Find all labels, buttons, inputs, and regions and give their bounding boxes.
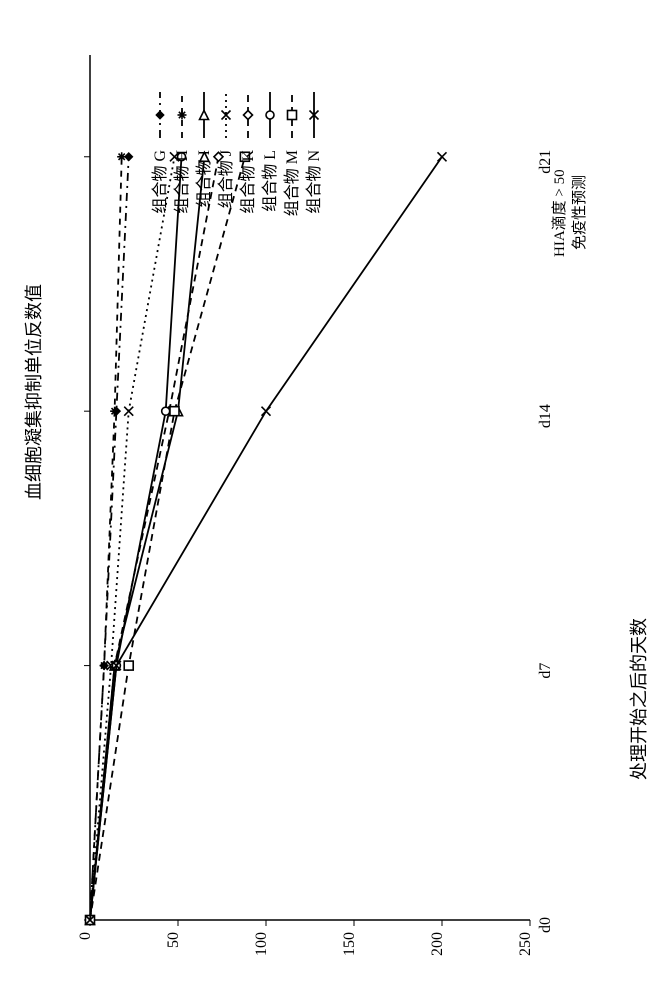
series-line [90,157,204,920]
day-tick-label: d14 [537,404,554,428]
series-line [90,157,182,920]
legend-label: 组合物 J [217,150,235,208]
series-line [90,157,219,920]
value-tick-label: 200 [429,932,446,956]
value-tick-label: 100 [253,932,270,956]
day-tick-label: d0 [537,917,554,933]
series-3 [86,152,179,924]
day-tick-label: d7 [537,663,554,679]
x-axis-title: 处理开始之后的天数 [625,618,651,780]
legend-label: 组合物 H [173,150,191,214]
legend-label: 组合物 K [239,150,257,214]
legend: 组合物 G组合物 H组合物 I组合物 J组合物 K组合物 L组合物 M组合物 N [151,92,323,216]
series-7 [86,152,447,924]
reference-label-2: 免疫性预测 [568,175,589,250]
legend-label: 组合物 L [261,150,279,212]
page: 050100150200250d0d7d14d21组合物 G组合物 H组合物 I… [0,0,668,1000]
series-line [90,157,129,920]
value-tick-label: 0 [77,932,94,940]
y-axis-title: 血细胞凝集抑制单位反数值 [20,284,46,500]
series-line [90,157,122,920]
series-1 [86,152,127,924]
reference-label-1: HIA滴度 > 50 [548,169,569,257]
value-tick-label: 150 [341,932,358,956]
chart-container: 050100150200250d0d7d14d21组合物 G组合物 H组合物 I… [40,0,640,1000]
legend-label: 组合物 G [151,150,169,214]
value-tick-label: 250 [517,932,534,956]
line-chart: 050100150200250d0d7d14d21组合物 G组合物 H组合物 I… [40,0,640,1000]
legend-label: 组合物 I [195,150,213,207]
legend-label: 组合物 M [283,150,301,216]
legend-label: 组合物 N [305,150,323,214]
series-0 [86,153,133,924]
value-tick-label: 50 [165,932,182,948]
series-line [90,157,245,920]
